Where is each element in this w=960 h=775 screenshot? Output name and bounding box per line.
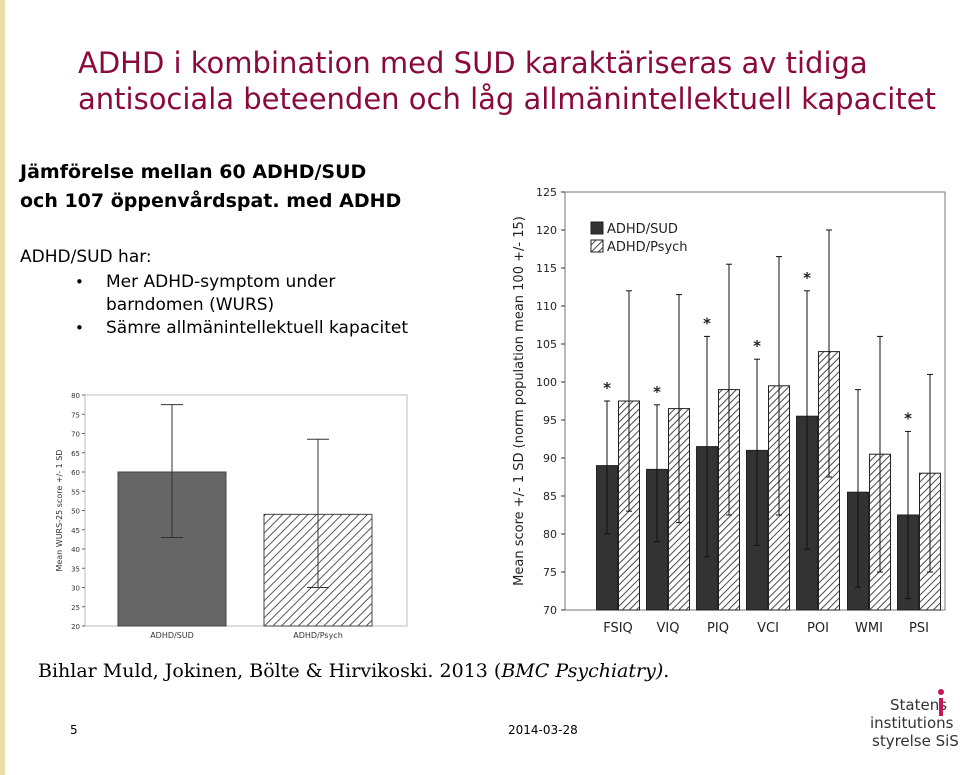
subtitle-line-2: och 107 öppenvårdspat. med ADHD	[20, 190, 402, 212]
y-tick-label: 90	[543, 452, 557, 465]
x-tick-label: FSIQ	[603, 621, 633, 636]
y-tick-label: 75	[543, 566, 557, 579]
y-tick-label: 120	[536, 224, 557, 237]
citation: Bihlar Muld, Jokinen, Bölte & Hirvikoski…	[38, 660, 669, 682]
title-line-2: antisociala beteenden och låg allmäninte…	[78, 82, 936, 116]
slide-subtitle: Jämförelse mellan 60 ADHD/SUD och 107 öp…	[20, 158, 500, 216]
y-tick-label: 100	[536, 376, 557, 389]
finding-1-line-2: barndomen (WURS)	[106, 295, 275, 315]
y-tick-label: 80	[71, 392, 80, 400]
y-tick-label: 35	[71, 565, 80, 573]
y-axis-label: Mean WURS-25 score +/- 1 SD	[55, 449, 64, 571]
x-tick-label: ADHD/Psych	[293, 631, 343, 640]
y-tick-label: 110	[536, 300, 557, 313]
legend-swatch	[590, 221, 604, 235]
y-tick-label: 70	[543, 604, 557, 617]
significance-marker: *	[753, 337, 761, 355]
finding-item-intellectual-capacity: Sämre allmänintellektuell kapacitet	[20, 317, 490, 340]
finding-item-adhd-symptoms: Mer ADHD-symptom under barndomen (WURS)	[20, 271, 490, 317]
x-tick-label: WMI	[855, 621, 883, 636]
legend-label: ADHD/Psych	[607, 240, 688, 255]
citation-end: .	[663, 660, 670, 682]
y-tick-label: 25	[71, 604, 80, 612]
y-tick-label: 105	[536, 338, 557, 351]
findings-list: Mer ADHD-symptom under barndomen (WURS) …	[20, 271, 490, 340]
y-tick-label: 50	[71, 508, 80, 516]
citation-journal: BMC Psychiatry)	[501, 660, 664, 682]
y-tick-label: 75	[71, 411, 80, 419]
iq-bar-chart: 70 75 80 85 90 95 100 105 110 115 120 125 Mean score…	[512, 186, 946, 636]
y-tick-label: 80	[543, 528, 557, 541]
finding-1-line-1: Mer ADHD-symptom under	[106, 272, 336, 292]
findings-intro: ADHD/SUD har:	[20, 247, 152, 267]
y-tick-label: 30	[71, 585, 80, 593]
page-number: 5	[70, 723, 78, 737]
x-tick-label: PSI	[909, 621, 929, 636]
significance-marker: *	[653, 383, 661, 401]
slide-date: 2014-03-28	[508, 723, 578, 737]
logo-line-3: styrelse SiS	[872, 732, 958, 750]
x-tick-label: VCI	[757, 621, 779, 636]
logo-accent-dot	[938, 689, 944, 695]
citation-authors: Bihlar Muld, Jokinen, Bölte & Hirvikoski…	[38, 660, 502, 682]
y-tick-label: 20	[71, 623, 80, 631]
y-tick-label: 55	[71, 488, 80, 496]
logo-line-2: institutions	[870, 714, 954, 732]
y-tick-label: 70	[71, 431, 80, 439]
sis-logo: Statens institutions styrelse SiS	[870, 689, 958, 750]
significance-marker: *	[904, 409, 912, 427]
significance-marker: *	[803, 269, 811, 287]
y-tick-label: 40	[71, 546, 80, 554]
subtitle-line-1: Jämförelse mellan 60 ADHD/SUD	[20, 161, 367, 183]
y-axis-label: Mean score +/- 1 SD (norm population mea…	[512, 216, 527, 586]
legend-label: ADHD/SUD	[607, 222, 678, 237]
y-tick-label: 95	[543, 414, 557, 427]
title-line-1: ADHD i kombination med SUD karaktärisera…	[78, 46, 868, 80]
significance-marker: *	[703, 314, 711, 332]
y-tick-label: 65	[71, 450, 80, 458]
findings-text: ADHD/SUD har: Mer ADHD-symptom under bar…	[20, 246, 490, 340]
x-tick-label: PIQ	[707, 621, 729, 636]
y-tick-label: 85	[543, 490, 557, 503]
left-accent-bar	[0, 0, 5, 775]
y-tick-label: 60	[71, 469, 80, 477]
x-tick-label: VIQ	[657, 621, 680, 636]
y-tick-label: 45	[71, 527, 80, 535]
x-tick-label: POI	[807, 621, 829, 636]
logo-line-1: Statens	[890, 696, 947, 714]
y-tick-label: 115	[536, 262, 557, 275]
y-tick-label: 125	[536, 186, 557, 199]
finding-2-text: Sämre allmänintellektuell kapacitet	[106, 318, 409, 338]
legend-swatch	[590, 239, 604, 253]
significance-marker: *	[603, 379, 611, 397]
logo-accent-mark	[939, 698, 943, 716]
wurs-bar-chart: 20 25 30 35 40 45 50 55 60 65 70 75 80 Mean WURS-25 s…	[55, 392, 408, 640]
x-tick-label: ADHD/SUD	[150, 631, 194, 640]
slide-title: ADHD i kombination med SUD karaktärisera…	[78, 45, 936, 117]
